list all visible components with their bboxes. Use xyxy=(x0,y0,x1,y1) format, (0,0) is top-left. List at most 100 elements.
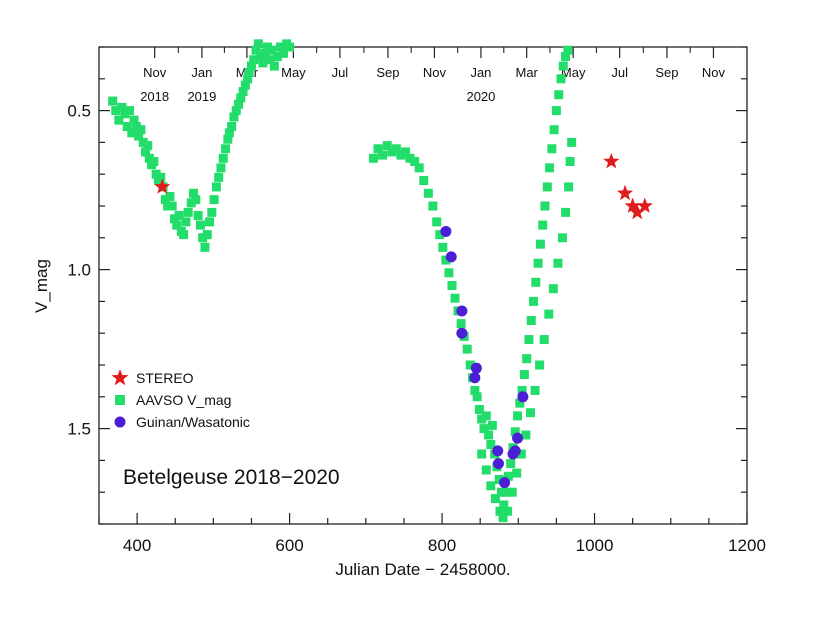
aavso-point xyxy=(554,90,564,100)
aavso-point xyxy=(373,144,383,154)
aavso-point xyxy=(535,239,545,249)
y-tick-label: 0.5 xyxy=(67,102,91,121)
aavso-point xyxy=(265,55,275,65)
ticks-layer: 400 600 800 1000 1200 0.5 1.0 1.5 Nov Jan Mar May Ju… xyxy=(67,46,766,555)
aavso-point xyxy=(419,176,429,186)
x-tick-label: 1000 xyxy=(576,536,614,555)
aavso-point xyxy=(494,474,504,484)
aavso-point xyxy=(501,487,511,497)
aavso-point xyxy=(456,319,466,329)
aavso-point xyxy=(438,242,448,252)
aavso-point xyxy=(149,156,159,166)
aavso-point xyxy=(246,61,256,71)
aavso-point xyxy=(186,198,196,208)
aavso-point xyxy=(533,258,543,268)
aavso-point xyxy=(120,109,130,119)
top-month-label: Sep xyxy=(376,65,399,80)
aavso-point xyxy=(558,61,568,71)
aavso-point xyxy=(516,449,526,459)
aavso-point xyxy=(244,67,254,77)
aavso-point xyxy=(141,147,151,157)
aavso-point xyxy=(441,255,451,265)
aavso-point xyxy=(486,440,496,449)
aavso-point xyxy=(218,153,228,163)
aavso-point xyxy=(202,230,212,240)
aavso-point xyxy=(507,487,517,497)
guinan-point xyxy=(509,445,521,457)
legend-label-aavso: AAVSO V_mag xyxy=(136,392,231,408)
aavso-point xyxy=(258,58,268,68)
aavso-point xyxy=(423,188,433,198)
aavso-point xyxy=(553,258,563,268)
aavso-point xyxy=(565,156,575,166)
aavso-point xyxy=(564,182,574,192)
stereo-point xyxy=(624,197,641,213)
aavso-point xyxy=(567,137,577,147)
aavso-point xyxy=(368,153,378,163)
aavso-point xyxy=(450,293,460,303)
aavso-point xyxy=(435,230,445,240)
legend-marker-aavso xyxy=(115,395,125,405)
guinan-point xyxy=(517,391,529,403)
aavso-point xyxy=(207,207,217,217)
aavso-point xyxy=(512,468,522,478)
aavso-point xyxy=(472,392,482,402)
aavso-point xyxy=(169,214,179,224)
aavso-point xyxy=(236,93,246,103)
top-year-label: 2019 xyxy=(187,89,216,104)
aavso-point xyxy=(108,96,118,106)
aavso-point xyxy=(414,163,424,173)
aavso-point xyxy=(191,195,201,205)
aavso-point xyxy=(474,405,484,415)
marks-layer xyxy=(108,39,653,523)
aavso-point xyxy=(160,195,170,205)
aavso-point xyxy=(396,150,406,160)
aavso-point xyxy=(267,45,277,55)
top-month-label: May xyxy=(281,65,306,80)
aavso-point xyxy=(561,52,571,62)
aavso-point xyxy=(524,335,534,345)
aavso-point xyxy=(209,195,219,205)
aavso-point xyxy=(563,45,573,55)
aavso-point xyxy=(538,220,548,230)
stereo-point xyxy=(636,197,653,213)
top-month-label: Nov xyxy=(702,65,726,80)
aavso-point xyxy=(111,106,121,116)
aavso-point xyxy=(253,39,263,49)
aavso-point xyxy=(462,344,472,354)
aavso-point xyxy=(243,74,253,84)
guinan-point xyxy=(456,305,468,317)
aavso-point xyxy=(221,144,231,154)
aavso-point xyxy=(529,296,539,306)
aavso-point xyxy=(410,156,420,166)
stereo-point xyxy=(616,184,634,201)
aavso-point xyxy=(547,144,557,154)
aavso-point xyxy=(189,188,199,198)
aavso-point xyxy=(477,414,487,424)
aavso-point xyxy=(481,465,491,475)
aavso-point xyxy=(382,141,392,151)
aavso-point xyxy=(129,115,139,125)
aavso-point xyxy=(510,427,520,437)
aavso-point xyxy=(165,191,175,201)
aavso-point xyxy=(195,220,205,230)
aavso-point xyxy=(490,494,500,504)
aavso-point xyxy=(163,201,173,211)
aavso-point xyxy=(224,128,234,138)
aavso-point xyxy=(551,106,561,116)
aavso-point xyxy=(275,42,285,52)
guinan-point xyxy=(440,225,452,237)
aavso-point xyxy=(251,45,261,55)
stereo-point xyxy=(603,153,620,169)
aavso-point xyxy=(400,147,410,157)
aavso-point xyxy=(214,172,224,182)
aavso-point xyxy=(256,52,266,62)
aavso-point xyxy=(179,230,189,240)
y-tick-label: 1.5 xyxy=(67,420,91,439)
aavso-point xyxy=(535,360,545,370)
aavso-point xyxy=(549,125,559,135)
aavso-point xyxy=(540,201,550,211)
aavso-point xyxy=(211,182,221,192)
aavso-point xyxy=(238,87,248,97)
